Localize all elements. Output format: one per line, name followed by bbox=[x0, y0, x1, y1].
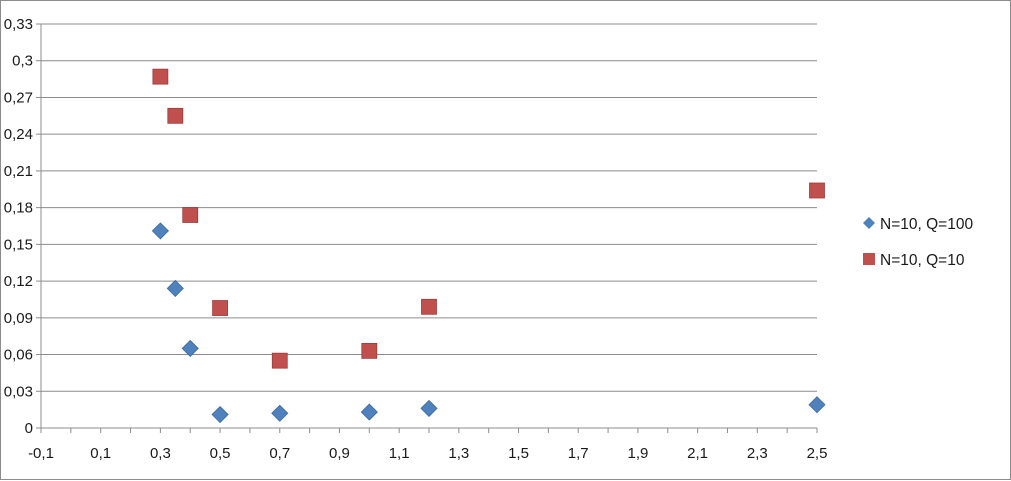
x-tick-label: 1,3 bbox=[448, 445, 469, 462]
point-n10-q10 bbox=[152, 68, 169, 85]
gridlines bbox=[41, 23, 817, 392]
data-points bbox=[151, 68, 826, 424]
y-tick-label: 0,09 bbox=[4, 310, 33, 327]
legend: N=10, Q=100 N=10, Q=10 bbox=[863, 216, 973, 269]
y-tick-label: 0,27 bbox=[4, 89, 33, 106]
point-n10-q100 bbox=[166, 279, 184, 298]
point-n10-q10 bbox=[167, 107, 184, 124]
point-n10-q100 bbox=[420, 399, 438, 417]
legend-label: N=10, Q=100 bbox=[880, 216, 973, 233]
y-tick-label: 0,3 bbox=[12, 53, 33, 70]
x-tick-label: 2,3 bbox=[747, 445, 768, 462]
x-tick-label: 1,1 bbox=[389, 445, 410, 462]
y-tick-label: 0,33 bbox=[4, 16, 33, 33]
x-tick-label: 0,3 bbox=[150, 445, 171, 462]
point-n10-q100 bbox=[151, 222, 169, 240]
point-n10-q10 bbox=[271, 352, 288, 369]
x-tick-label: 0,7 bbox=[269, 445, 290, 462]
x-tick-label: 2,1 bbox=[687, 445, 708, 462]
y-tick-label: 0,06 bbox=[4, 347, 33, 364]
point-n10-q10 bbox=[421, 298, 437, 315]
point-n10-q10 bbox=[212, 300, 228, 316]
point-n10-q100 bbox=[211, 405, 229, 424]
x-tick-label: -0,1 bbox=[28, 445, 54, 462]
point-n10-q10 bbox=[182, 207, 199, 223]
x-tick-label: 1,9 bbox=[627, 445, 648, 462]
legend-marker-square bbox=[863, 253, 875, 265]
x-tick-label: 2,5 bbox=[807, 445, 828, 462]
x-tick-label: 0,1 bbox=[90, 445, 111, 462]
point-n10-q100 bbox=[271, 404, 289, 422]
x-tick-label: 1,7 bbox=[568, 445, 589, 462]
point-n10-q10 bbox=[361, 342, 378, 359]
y-tick-label: 0,03 bbox=[4, 383, 33, 400]
y-tick-label: 0 bbox=[25, 420, 33, 437]
axes bbox=[36, 23, 818, 433]
y-tick-label: 0,24 bbox=[4, 126, 33, 143]
y-tick-label: 0,18 bbox=[4, 200, 33, 217]
x-tick-label: 0,5 bbox=[210, 445, 231, 462]
point-n10-q100 bbox=[808, 396, 826, 414]
tick-labels: 0 0,03 0,06 0,09 0,12 0,15 0,18 0,21 0,24 0,27 0,3… bbox=[4, 16, 828, 462]
legend-label: N=10, Q=10 bbox=[880, 252, 965, 269]
y-tick-label: 0,15 bbox=[4, 236, 33, 253]
y-tick-label: 0,12 bbox=[4, 273, 33, 290]
y-tick-label: 0,21 bbox=[4, 163, 33, 180]
legend-marker-diamond bbox=[863, 217, 875, 229]
x-tick-label: 1,5 bbox=[508, 445, 529, 462]
x-tick-label: 0,9 bbox=[329, 445, 350, 462]
point-n10-q10 bbox=[809, 182, 825, 199]
point-n10-q100 bbox=[181, 339, 199, 357]
point-n10-q100 bbox=[360, 403, 378, 421]
